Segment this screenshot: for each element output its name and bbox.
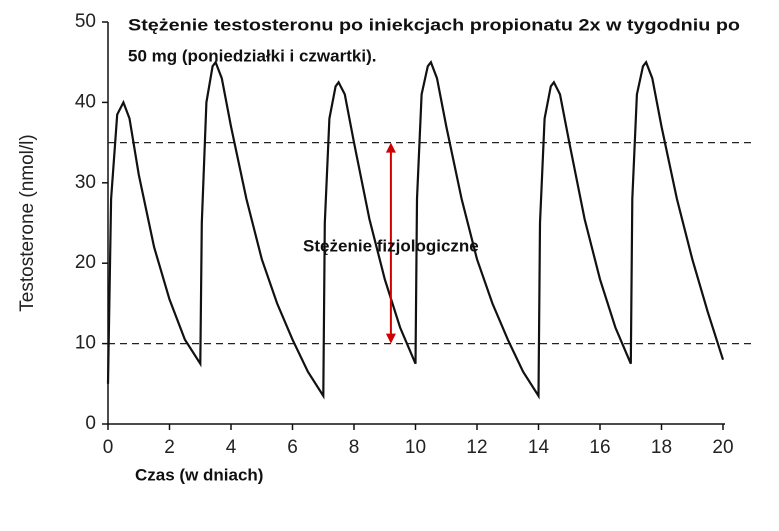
x-tick-label: 12 xyxy=(466,437,487,458)
x-tick-label: 8 xyxy=(349,437,360,458)
y-tick-label: 40 xyxy=(75,91,96,112)
x-tick-label: 18 xyxy=(651,437,672,458)
y-tick-label: 30 xyxy=(75,172,96,193)
x-tick-label: 10 xyxy=(405,437,426,458)
x-tick-label: 16 xyxy=(589,437,610,458)
arrow-head xyxy=(385,333,396,344)
y-axis-label: Testosterone (nmol/l) xyxy=(17,134,38,311)
data-line xyxy=(106,59,725,400)
annotation: Stężenie fizjologiczne xyxy=(303,237,479,256)
chart-title: 50 mg (poniedziałki i czwartki). xyxy=(128,46,376,65)
x-tick-label: 0 xyxy=(103,437,114,458)
x-tick-label: 14 xyxy=(528,437,550,458)
x-tick-label: 4 xyxy=(226,437,237,458)
chart-title: Stężenie testosteronu po iniekcjach prop… xyxy=(128,15,740,34)
y-tick-label: 0 xyxy=(85,413,96,434)
x-axis-label: Czas (w dniach) xyxy=(135,465,263,484)
arrow-head xyxy=(385,142,396,153)
x-tick-label: 2 xyxy=(164,437,175,458)
x-tick-label: 6 xyxy=(287,437,298,458)
x-tick-label: 20 xyxy=(712,437,733,458)
y-tick-label: 50 xyxy=(75,11,96,32)
y-tick-label: 20 xyxy=(75,252,96,273)
y-tick-label: 10 xyxy=(75,333,96,354)
